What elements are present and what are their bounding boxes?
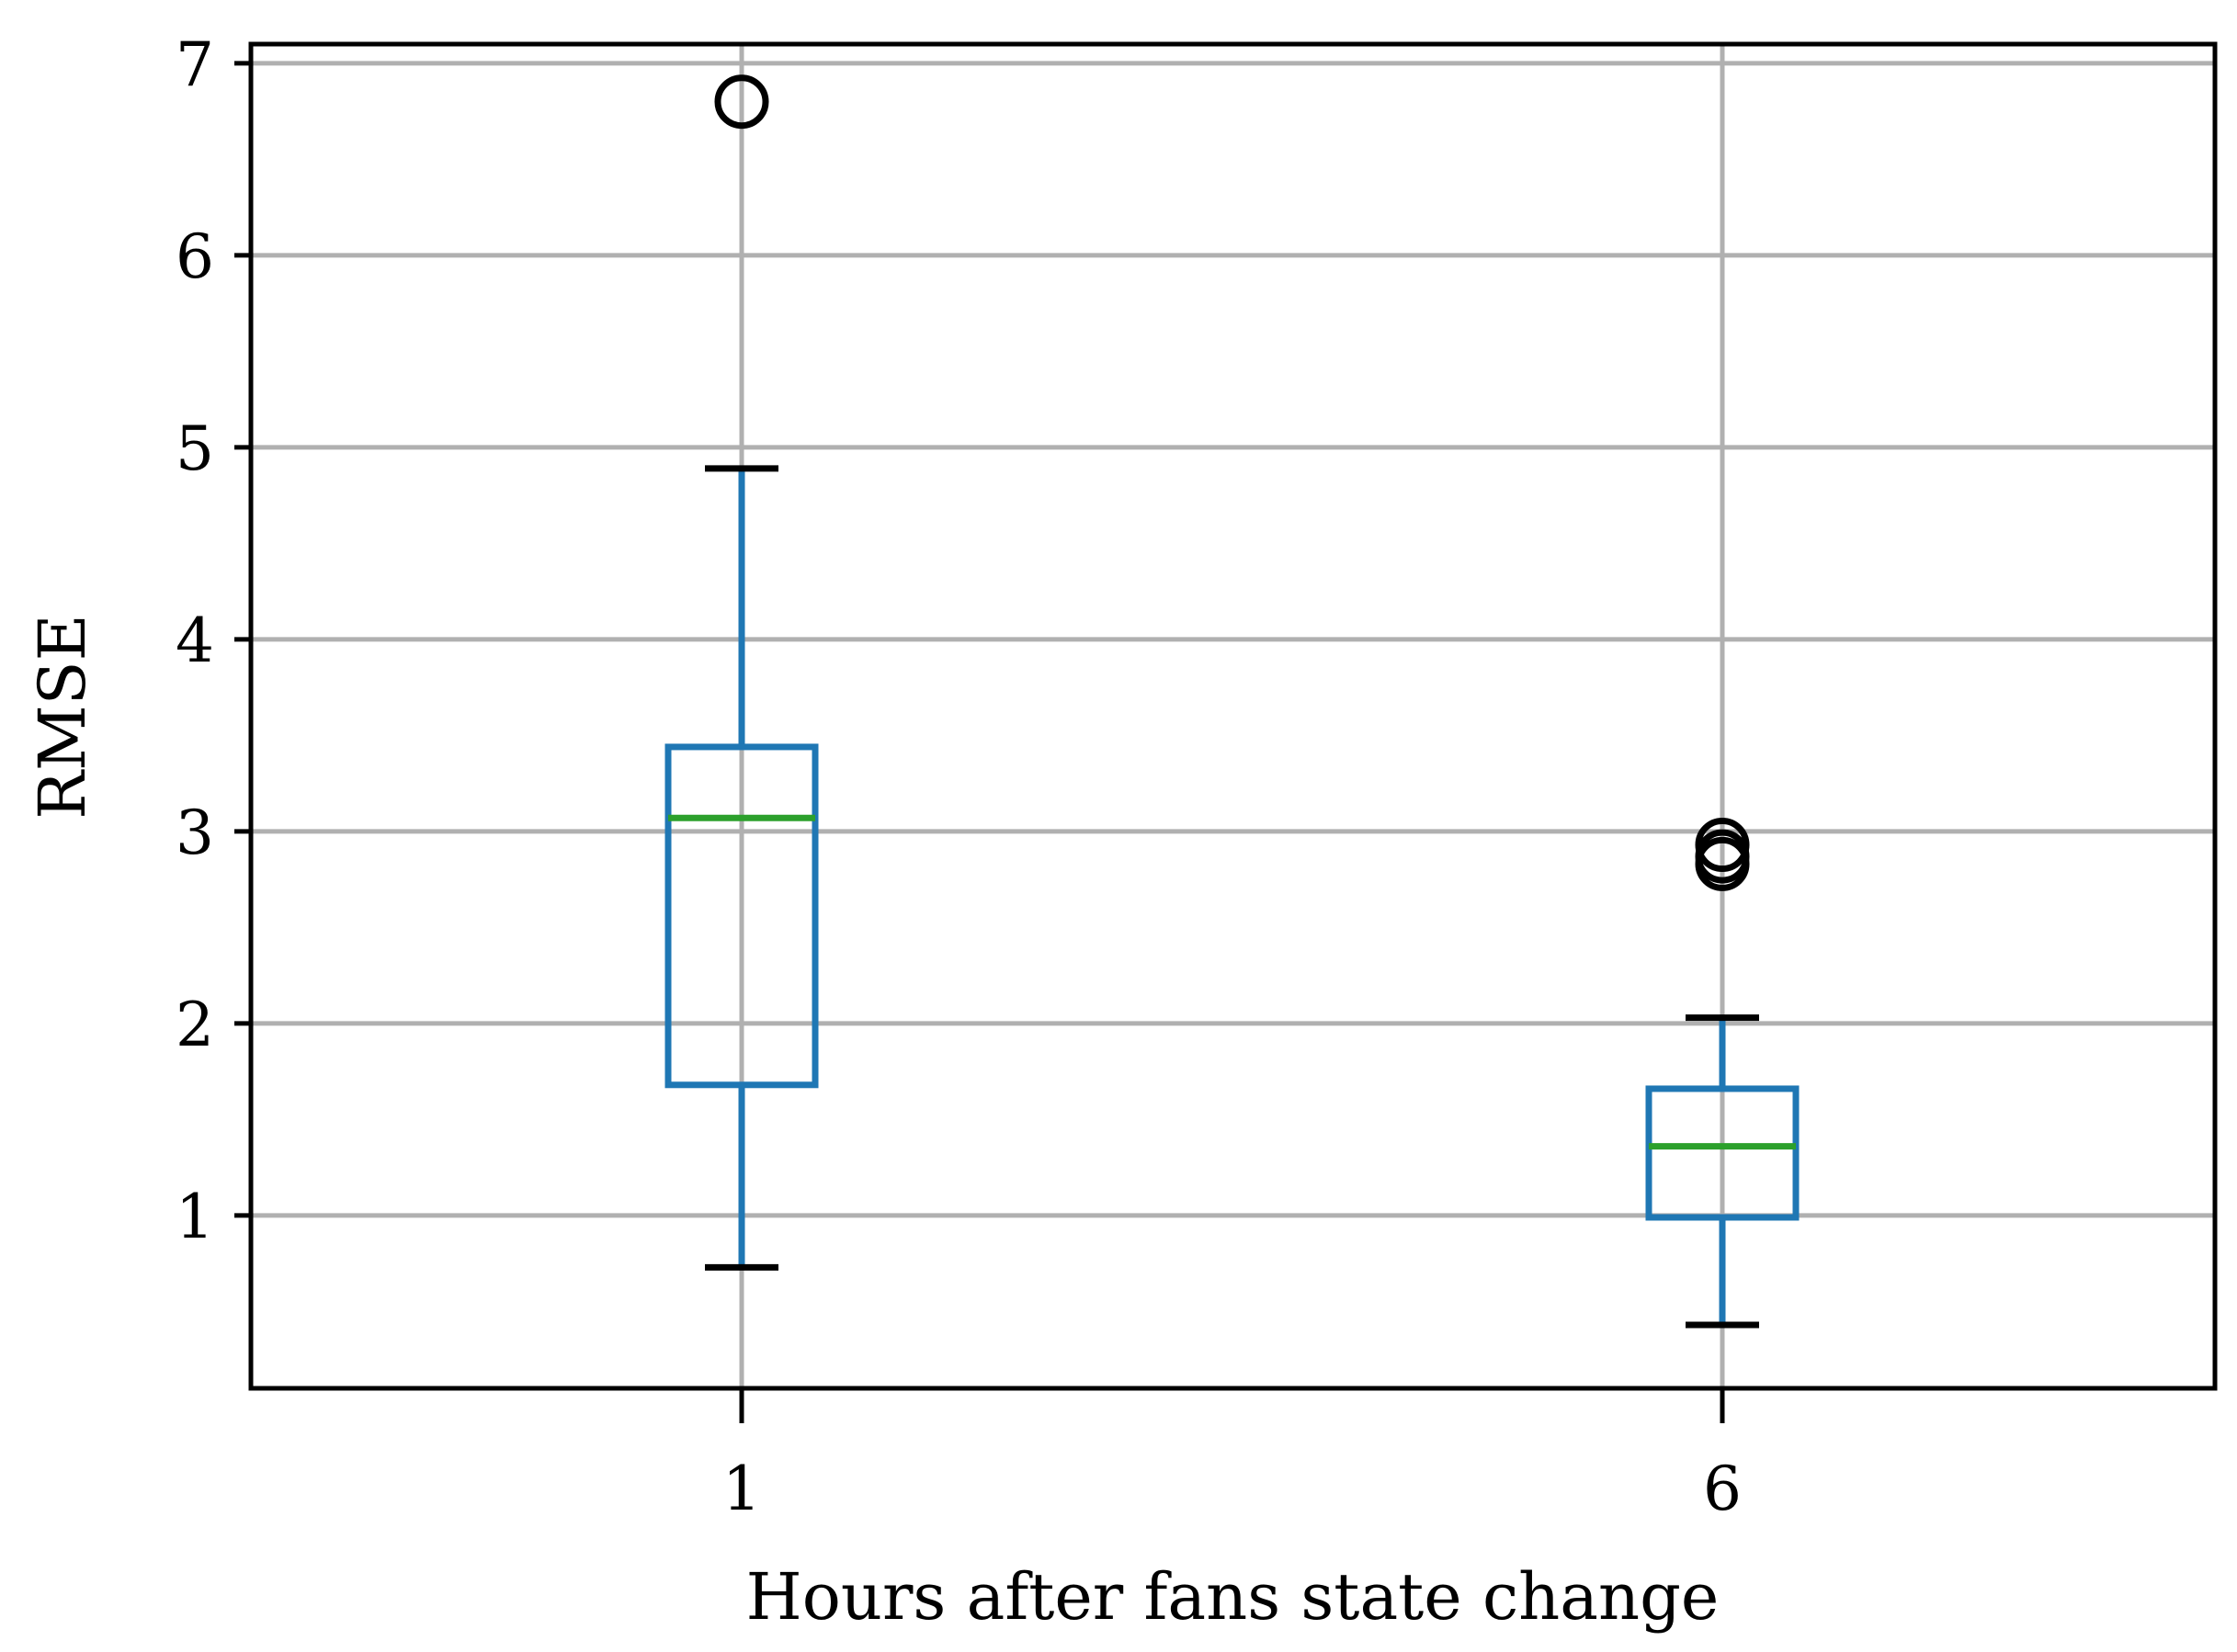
x-axis-label: Hours after fans state change: [746, 1559, 1720, 1635]
y-tick-label: 1: [176, 1182, 214, 1252]
y-axis-label: RMSE: [25, 614, 100, 819]
iqr-box: [664, 743, 819, 1089]
y-tick-label: 4: [176, 605, 214, 676]
grid: [251, 44, 2215, 1388]
iqr-box: [1645, 1085, 1800, 1221]
x-tick-label: 1: [722, 1454, 761, 1524]
ticks: 1 2 3 4 5 6 7 1 6: [176, 29, 1742, 1524]
box-group-1: [664, 74, 819, 1271]
y-tick-label: 3: [176, 798, 214, 868]
boxes: [664, 74, 1800, 1329]
box-group-6: [1645, 818, 1800, 1329]
y-tick-label: 7: [176, 29, 214, 100]
outlier-point: [714, 74, 769, 130]
x-tick-label: 6: [1703, 1454, 1742, 1524]
y-tick-label: 6: [176, 221, 214, 292]
y-tick-label: 5: [176, 413, 214, 484]
plot-frame: [248, 41, 2218, 1391]
outlier-point: [1695, 818, 1750, 873]
y-tick-label: 2: [176, 990, 214, 1060]
